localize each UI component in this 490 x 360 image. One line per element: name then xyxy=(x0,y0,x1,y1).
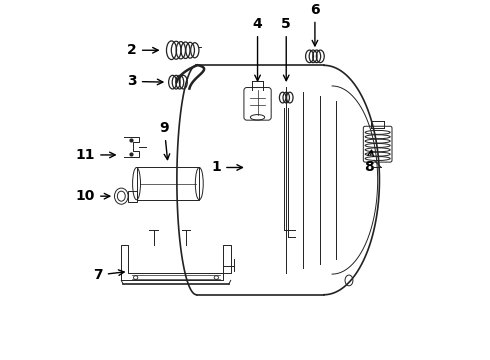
Text: 6: 6 xyxy=(310,3,320,46)
Text: 4: 4 xyxy=(253,17,263,81)
Text: 3: 3 xyxy=(127,75,163,89)
Text: 8: 8 xyxy=(364,150,373,175)
Text: 2: 2 xyxy=(127,43,158,57)
Text: 1: 1 xyxy=(212,161,243,175)
Text: 9: 9 xyxy=(160,121,170,159)
Text: 11: 11 xyxy=(75,148,115,162)
Text: 5: 5 xyxy=(281,17,291,81)
Text: 7: 7 xyxy=(93,268,124,282)
Bar xyxy=(137,167,199,200)
Text: 10: 10 xyxy=(76,189,110,203)
Bar xyxy=(128,191,137,202)
